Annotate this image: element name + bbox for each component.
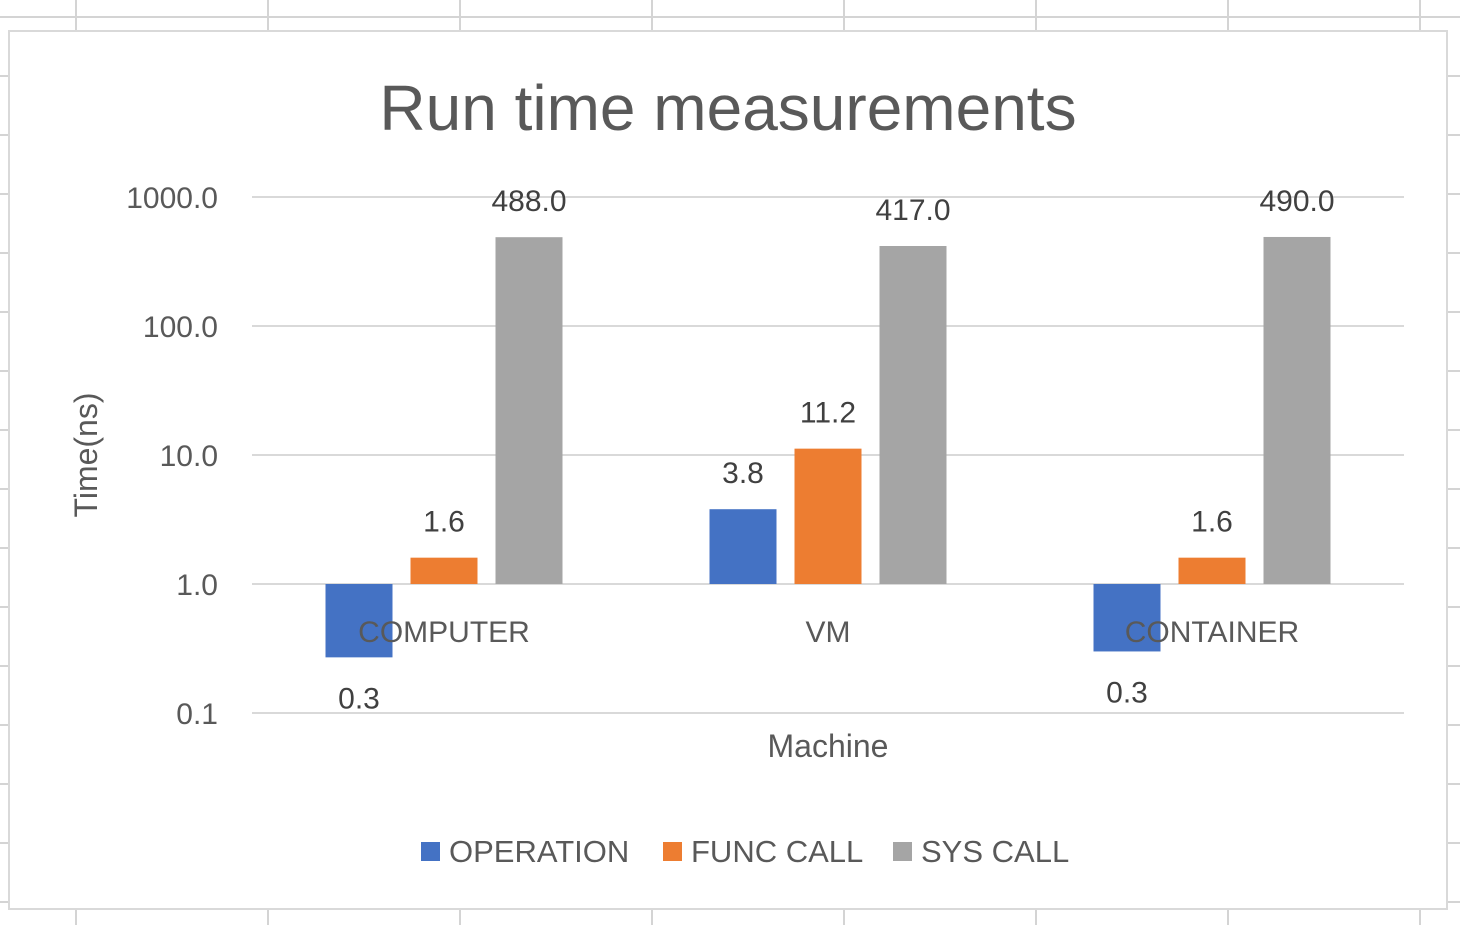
legend-label: OPERATION [449, 834, 629, 869]
data-label: 488.0 [491, 185, 566, 218]
chart-container[interactable] [8, 30, 1448, 910]
category-labels: COMPUTER VM CONTAINER [358, 616, 1299, 649]
y-tick-label: 10.0 [160, 440, 218, 473]
y-axis-ticks: 0.1 1.0 10.0 100.0 1000.0 [126, 182, 218, 731]
bars [325, 236, 1331, 658]
data-label: 0.3 [338, 682, 380, 715]
bar[interactable] [325, 584, 393, 658]
y-axis-title: Time(ns) [68, 392, 104, 517]
legend-swatch [893, 842, 912, 861]
bar[interactable] [495, 237, 563, 584]
y-tick-label: 1000.0 [126, 182, 218, 215]
bar[interactable] [879, 246, 947, 584]
data-labels: 0.3 1.6 488.0 3.8 11.2 417.0 0.3 1.6 490.0 [338, 185, 1334, 715]
bar[interactable] [1263, 236, 1331, 584]
bar[interactable] [410, 557, 478, 584]
y-tick-label: 0.1 [176, 698, 218, 731]
data-label: 11.2 [800, 397, 856, 430]
bar[interactable] [1178, 557, 1246, 584]
data-label: 1.6 [423, 506, 465, 539]
y-tick-label: 1.0 [176, 569, 218, 602]
category-label: CONTAINER [1125, 616, 1299, 649]
legend-swatch [421, 842, 440, 861]
legend: OPERATION FUNC CALL SYS CALL [421, 834, 1069, 869]
category-label: COMPUTER [358, 616, 530, 649]
category-label: VM [806, 616, 851, 649]
data-label: 417.0 [875, 194, 950, 227]
data-label: 3.8 [722, 457, 764, 490]
legend-swatch [663, 842, 682, 861]
chart-title: Run time measurements [379, 72, 1076, 144]
bar[interactable] [1093, 584, 1161, 652]
bar[interactable] [709, 509, 777, 584]
y-tick-label: 100.0 [143, 311, 218, 344]
data-label: 1.6 [1191, 506, 1233, 539]
bar[interactable] [794, 448, 862, 584]
legend-label: FUNC CALL [691, 834, 863, 869]
legend-label: SYS CALL [921, 834, 1069, 869]
data-label: 490.0 [1259, 185, 1334, 218]
x-axis-title: Machine [768, 728, 889, 764]
data-label: 0.3 [1106, 676, 1148, 709]
